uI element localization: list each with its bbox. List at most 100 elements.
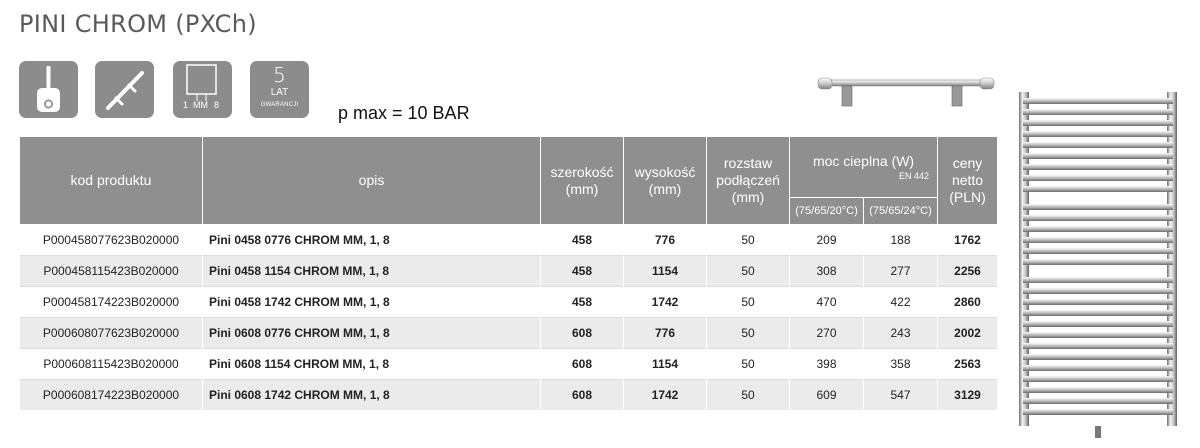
size-right-label: 8 — [214, 100, 220, 110]
radiator-crossbar — [1023, 277, 1173, 283]
radiator-crossbar — [1023, 332, 1173, 338]
radiator-crossbar — [1023, 186, 1173, 192]
radiator-crossbar — [1023, 310, 1173, 316]
cell-width: 608 — [540, 348, 624, 380]
cell-spacing: 50 — [706, 224, 790, 256]
table-row: P000458077623B020000 Pini 0458 0776 CHRO… — [19, 224, 999, 256]
table-row: P000608174223B020000 Pini 0608 1742 CHRO… — [19, 379, 999, 410]
cell-code: P000608115423B020000 — [19, 348, 203, 380]
radiator-crossbar — [1023, 259, 1173, 265]
cell-width: 458 — [540, 255, 624, 287]
radiator-crossbar — [1023, 204, 1173, 210]
radiator-crossbar — [1023, 142, 1173, 148]
header-height: wysokość (mm) — [623, 136, 707, 225]
cell-width: 458 — [540, 286, 624, 318]
cell-height: 1154 — [623, 348, 707, 380]
radiator-crossbar — [1023, 409, 1173, 415]
radiator-crossbar — [1023, 120, 1173, 126]
cell-power-a: 308 — [789, 255, 864, 287]
cell-power-b: 243 — [862, 317, 939, 349]
warranty-label: GWARANCJI — [260, 102, 299, 108]
radiator-crossbar — [1023, 98, 1173, 104]
table-row: P000608115423B020000 Pini 0608 1154 CHRO… — [19, 348, 999, 380]
cell-height: 1742 — [623, 286, 707, 318]
radiator-crossbar — [1023, 131, 1173, 137]
radiator-crossbar — [1023, 288, 1173, 294]
cell-power-b: 277 — [862, 255, 939, 287]
cell-code: P000458174223B020000 — [19, 286, 203, 318]
cell-description: Pini 0608 1154 CHROM MM, 1, 8 — [202, 348, 541, 380]
cell-height: 776 — [623, 224, 707, 256]
cell-power-a: 609 — [789, 379, 864, 410]
header-heat-output-b: (75/65/24°C) — [862, 197, 939, 225]
cell-spacing: 50 — [706, 255, 790, 287]
radiator-crossbar — [1023, 343, 1173, 349]
pressure-label: p max = 10 BAR — [338, 103, 470, 123]
radiator-crossbar — [1023, 365, 1173, 371]
cell-code: P000458077623B020000 — [19, 224, 203, 256]
table-row: P000458115423B020000 Pini 0458 1154 CHRO… — [19, 255, 999, 287]
cell-description: Pini 0458 0776 CHROM MM, 1, 8 — [202, 224, 541, 256]
cell-price: 2256 — [937, 255, 999, 287]
radiator-crossbar — [1023, 153, 1173, 159]
cell-code: P000458115423B020000 — [19, 255, 203, 287]
warranty-badge: 5 LAT GWARANCJI — [250, 61, 309, 118]
cell-spacing: 50 — [706, 379, 790, 410]
radiator-image — [1013, 88, 1188, 445]
cell-description: Pini 0458 1154 CHROM MM, 1, 8 — [202, 255, 541, 287]
header-heat-output-a: (75/65/20°C) — [789, 197, 864, 225]
cell-power-a: 209 — [789, 224, 864, 256]
header-heat-output-label: moc cieplna (W) — [812, 152, 915, 169]
cell-price: 1762 — [937, 224, 999, 256]
cell-description: Pini 0608 0776 CHROM MM, 1, 8 — [202, 317, 541, 349]
warranty-unit: LAT — [270, 87, 289, 98]
table-row: P000458174223B020000 Pini 0458 1742 CHRO… — [19, 286, 999, 318]
table-row: P000608077623B020000 Pini 0608 0776 CHRO… — [19, 317, 999, 349]
cell-power-a: 470 — [789, 286, 864, 318]
size-left-label: 1 — [183, 100, 189, 110]
electric-heater-icon — [19, 61, 78, 118]
mounting-bracket-image — [815, 75, 995, 120]
header-description: opis — [202, 136, 541, 225]
warranty-years: 5 — [273, 63, 286, 87]
cell-price: 2563 — [937, 348, 999, 380]
radiator-crossbar — [1023, 321, 1173, 327]
towel-rail-icon — [95, 61, 154, 118]
cell-description: Pini 0608 1742 CHROM MM, 1, 8 — [202, 379, 541, 410]
cell-power-b: 547 — [862, 379, 939, 410]
size-mid-label: MM — [193, 100, 208, 110]
radiator-crossbar — [1023, 109, 1173, 115]
cell-height: 776 — [623, 317, 707, 349]
cell-spacing: 50 — [706, 348, 790, 380]
page-title: PINI CHROM (PXCh) — [19, 10, 257, 38]
radiator-crossbar — [1023, 387, 1173, 393]
cell-spacing: 50 — [706, 286, 790, 318]
cell-price: 2002 — [937, 317, 999, 349]
cell-spacing: 50 — [706, 317, 790, 349]
radiator-crossbar — [1023, 299, 1173, 305]
cell-width: 608 — [540, 379, 624, 410]
header-standard-label: EN 442 — [898, 170, 930, 181]
cell-height: 1154 — [623, 255, 707, 287]
cell-power-b: 422 — [862, 286, 939, 318]
cell-power-a: 398 — [789, 348, 864, 380]
header-heat-output: moc cieplna (W) EN 442 — [788, 136, 939, 198]
cell-width: 608 — [540, 317, 624, 349]
header-code: kod produktu — [19, 136, 203, 225]
radiator-crossbar — [1023, 175, 1173, 181]
cell-height: 1742 — [623, 379, 707, 410]
header-connection-spacing: rozstaw podłączeń (mm) — [706, 136, 790, 225]
radiator-crossbar — [1023, 226, 1173, 232]
header-price: ceny netto (PLN) — [937, 136, 999, 225]
cell-price: 3129 — [937, 379, 999, 410]
radiator-crossbar — [1023, 398, 1173, 404]
cell-code: P000608077623B020000 — [19, 317, 203, 349]
header-width: szerokość (mm) — [540, 136, 624, 225]
cell-width: 458 — [540, 224, 624, 256]
cell-power-a: 270 — [789, 317, 864, 349]
radiator-crossbar — [1023, 215, 1173, 221]
radiator-crossbar — [1023, 376, 1173, 382]
cell-power-b: 358 — [862, 348, 939, 380]
radiator-crossbar — [1023, 237, 1173, 243]
cell-power-b: 188 — [862, 224, 939, 256]
